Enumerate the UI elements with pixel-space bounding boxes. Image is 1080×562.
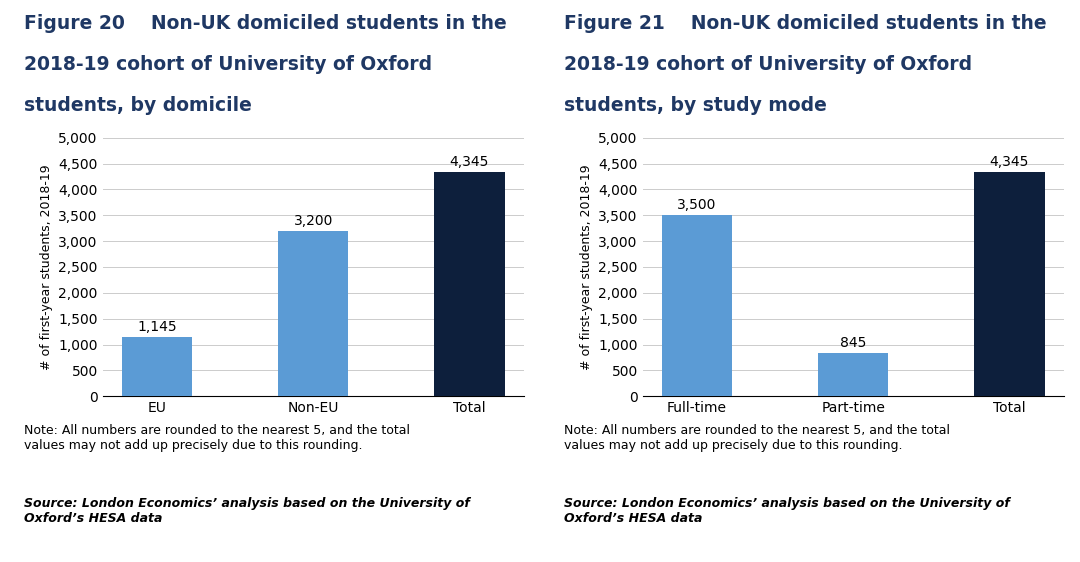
Text: 2018-19 cohort of University of Oxford: 2018-19 cohort of University of Oxford bbox=[564, 55, 972, 74]
Text: 4,345: 4,345 bbox=[989, 155, 1029, 169]
Y-axis label: # of first-year students, 2018-19: # of first-year students, 2018-19 bbox=[40, 164, 53, 370]
Text: 1,145: 1,145 bbox=[137, 320, 177, 334]
Bar bbox=[818, 352, 889, 396]
Text: students, by study mode: students, by study mode bbox=[564, 96, 826, 115]
Bar bbox=[974, 171, 1044, 396]
Bar bbox=[662, 215, 732, 396]
Bar bbox=[434, 171, 504, 396]
Text: 2018-19 cohort of University of Oxford: 2018-19 cohort of University of Oxford bbox=[24, 55, 432, 74]
Text: 3,500: 3,500 bbox=[677, 198, 717, 212]
Text: Figure 21    Non-UK domiciled students in the: Figure 21 Non-UK domiciled students in t… bbox=[564, 14, 1047, 33]
Text: Note: All numbers are rounded to the nearest 5, and the total
values may not add: Note: All numbers are rounded to the nea… bbox=[564, 424, 949, 452]
Text: Source: London Economics’ analysis based on the University of
Oxford’s HESA data: Source: London Economics’ analysis based… bbox=[564, 497, 1010, 525]
Text: Source: London Economics’ analysis based on the University of
Oxford’s HESA data: Source: London Economics’ analysis based… bbox=[24, 497, 470, 525]
Text: students, by domicile: students, by domicile bbox=[24, 96, 252, 115]
Text: Figure 20    Non-UK domiciled students in the: Figure 20 Non-UK domiciled students in t… bbox=[24, 14, 507, 33]
Y-axis label: # of first-year students, 2018-19: # of first-year students, 2018-19 bbox=[580, 164, 593, 370]
Bar bbox=[122, 337, 192, 396]
Text: 3,200: 3,200 bbox=[294, 214, 333, 228]
Bar bbox=[278, 231, 349, 396]
Text: 4,345: 4,345 bbox=[449, 155, 489, 169]
Text: Note: All numbers are rounded to the nearest 5, and the total
values may not add: Note: All numbers are rounded to the nea… bbox=[24, 424, 409, 452]
Text: 845: 845 bbox=[840, 336, 866, 350]
